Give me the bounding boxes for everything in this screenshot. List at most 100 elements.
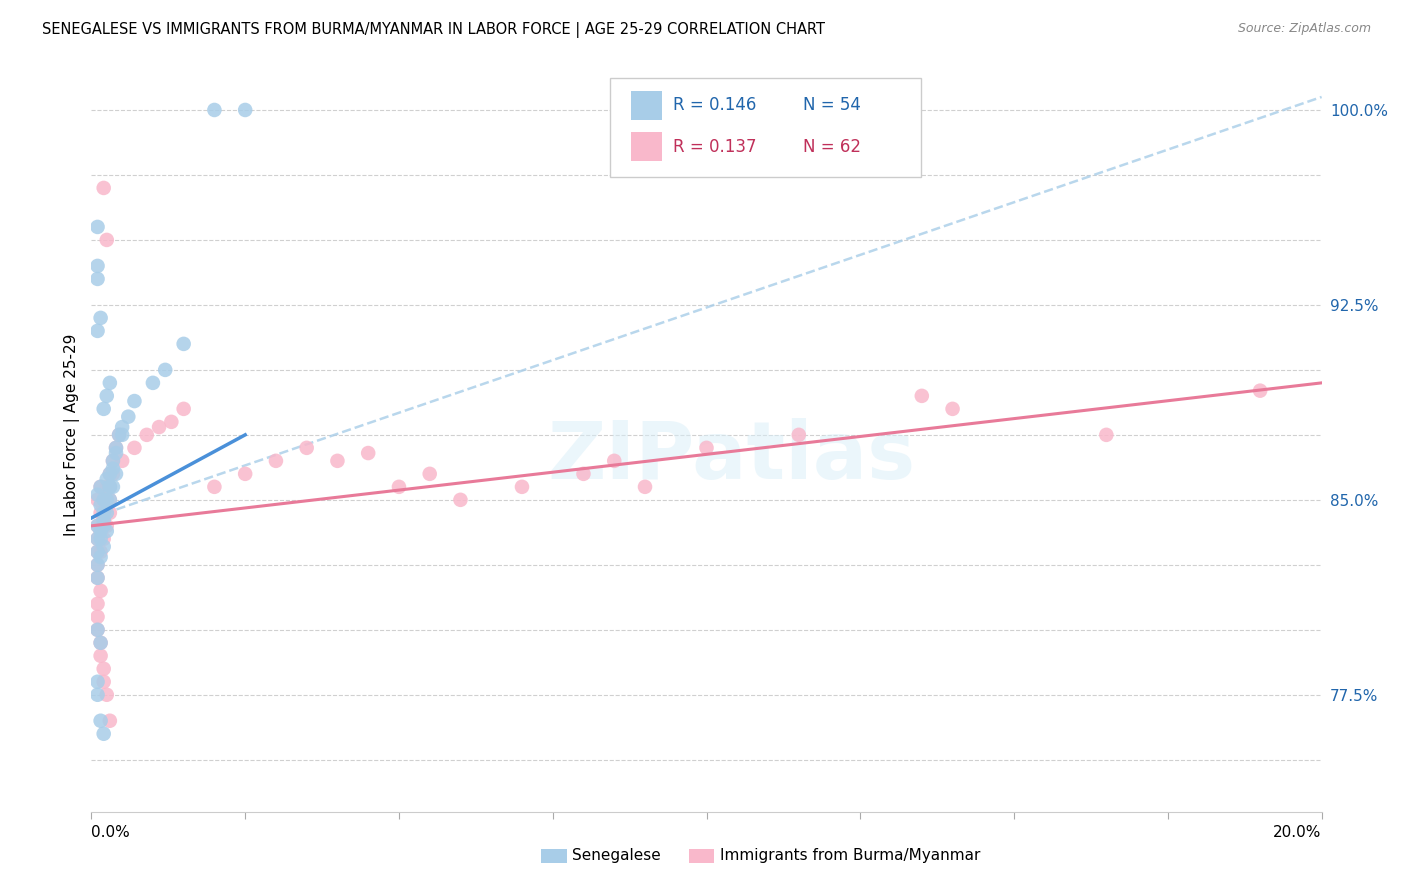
Text: ZIPatlas: ZIPatlas bbox=[547, 418, 915, 497]
Point bbox=[111, 420, 134, 434]
Point bbox=[90, 498, 112, 512]
Point bbox=[787, 427, 810, 442]
Point bbox=[941, 401, 963, 416]
Point bbox=[142, 376, 165, 390]
Point bbox=[86, 492, 108, 507]
Point bbox=[86, 272, 108, 286]
Point bbox=[111, 454, 134, 468]
Point bbox=[86, 609, 108, 624]
Point bbox=[86, 488, 108, 502]
Point bbox=[135, 427, 157, 442]
Point bbox=[105, 441, 127, 455]
Point bbox=[98, 492, 121, 507]
Point bbox=[173, 401, 195, 416]
Point bbox=[93, 518, 115, 533]
Point bbox=[105, 446, 127, 460]
Point bbox=[90, 506, 112, 520]
Point bbox=[93, 492, 115, 507]
Point bbox=[634, 480, 657, 494]
Point bbox=[101, 461, 124, 475]
Point bbox=[90, 532, 112, 546]
Point bbox=[96, 506, 118, 520]
Point bbox=[233, 103, 256, 117]
Point bbox=[98, 714, 121, 728]
Point bbox=[233, 467, 256, 481]
Point bbox=[86, 597, 108, 611]
Point bbox=[93, 492, 115, 507]
Point bbox=[93, 514, 115, 528]
Point bbox=[86, 558, 108, 572]
Point bbox=[93, 518, 115, 533]
Point bbox=[96, 233, 118, 247]
Text: N = 62: N = 62 bbox=[803, 137, 860, 155]
Point bbox=[98, 467, 121, 481]
Point bbox=[101, 454, 124, 468]
Point bbox=[96, 688, 118, 702]
Point bbox=[96, 472, 118, 486]
Point bbox=[93, 514, 115, 528]
Point bbox=[96, 492, 118, 507]
Point bbox=[86, 324, 108, 338]
Point bbox=[101, 454, 124, 468]
Point bbox=[86, 688, 108, 702]
Point bbox=[86, 219, 108, 234]
Point bbox=[98, 480, 121, 494]
Text: N = 54: N = 54 bbox=[803, 96, 860, 114]
Point bbox=[111, 427, 134, 442]
Point bbox=[93, 674, 115, 689]
Point bbox=[86, 623, 108, 637]
Point bbox=[173, 337, 195, 351]
Point bbox=[153, 363, 177, 377]
Point bbox=[86, 545, 108, 559]
Point bbox=[105, 441, 127, 455]
Point bbox=[90, 545, 112, 559]
Point bbox=[90, 636, 112, 650]
Point bbox=[86, 571, 108, 585]
Point bbox=[357, 446, 380, 460]
Point bbox=[98, 480, 121, 494]
Point bbox=[911, 389, 934, 403]
Point bbox=[86, 571, 108, 585]
Point bbox=[90, 648, 112, 663]
Point bbox=[98, 492, 121, 507]
Point bbox=[148, 420, 170, 434]
Point bbox=[90, 549, 112, 564]
Text: Immigrants from Burma/Myanmar: Immigrants from Burma/Myanmar bbox=[720, 848, 980, 863]
Point bbox=[90, 310, 112, 325]
Point bbox=[93, 727, 115, 741]
Point bbox=[449, 492, 471, 507]
Point bbox=[101, 467, 124, 481]
Point bbox=[295, 441, 318, 455]
Text: Source: ZipAtlas.com: Source: ZipAtlas.com bbox=[1237, 22, 1371, 36]
Text: 0.0%: 0.0% bbox=[91, 825, 131, 839]
Point bbox=[124, 394, 146, 409]
Point bbox=[93, 401, 115, 416]
Text: 20.0%: 20.0% bbox=[1274, 825, 1322, 839]
Point bbox=[90, 636, 112, 650]
Point bbox=[1095, 427, 1118, 442]
Point bbox=[1249, 384, 1271, 398]
Point bbox=[93, 662, 115, 676]
Point bbox=[90, 583, 112, 598]
Point bbox=[105, 467, 127, 481]
Y-axis label: In Labor Force | Age 25-29: In Labor Force | Age 25-29 bbox=[65, 334, 80, 536]
Point bbox=[86, 623, 108, 637]
Point bbox=[86, 558, 108, 572]
Point bbox=[603, 454, 626, 468]
Text: R = 0.137: R = 0.137 bbox=[673, 137, 756, 155]
Point bbox=[388, 480, 411, 494]
Point bbox=[96, 524, 118, 538]
Point bbox=[86, 518, 108, 533]
Point bbox=[264, 454, 287, 468]
Point bbox=[117, 409, 139, 424]
Point bbox=[101, 480, 124, 494]
Point bbox=[86, 674, 108, 689]
Point bbox=[96, 480, 118, 494]
Point bbox=[124, 441, 146, 455]
Point bbox=[86, 518, 108, 533]
Point bbox=[96, 389, 118, 403]
Point bbox=[202, 103, 225, 117]
Point bbox=[86, 532, 108, 546]
Point bbox=[108, 427, 131, 442]
Point bbox=[93, 532, 115, 546]
